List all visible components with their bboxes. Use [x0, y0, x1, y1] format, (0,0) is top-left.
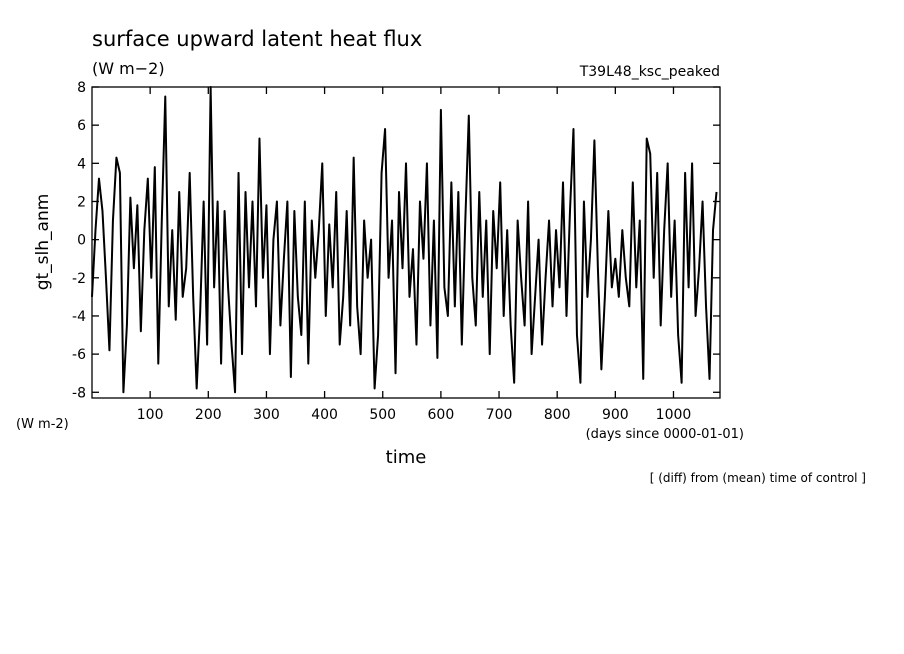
plot-frame — [91, 86, 721, 399]
y-tick-label: 8 — [77, 80, 86, 96]
data-line — [91, 86, 718, 394]
x-units-label: (days since 0000-01-01) — [586, 427, 744, 442]
x-tick-label: 700 — [486, 407, 513, 423]
x-tick-label: 600 — [428, 407, 455, 423]
note: [ (diff) from (mean) time of control ] — [650, 471, 866, 485]
y-tick-label: -2 — [72, 271, 86, 287]
y-tick-label: 2 — [77, 194, 86, 210]
x-tick-label: 500 — [369, 407, 396, 423]
x-axis-label: time — [386, 447, 427, 468]
y-axis-label: gt_slh_anm — [33, 194, 53, 291]
y-tick-label: -4 — [72, 309, 86, 325]
x-tick-label: 300 — [253, 407, 280, 423]
x-tick-label: 900 — [602, 407, 629, 423]
y-tick-label: 4 — [77, 156, 86, 172]
run-label: T39L48_ksc_peaked — [579, 64, 720, 80]
y-tick-label: 6 — [77, 118, 86, 134]
x-tick-label: 800 — [544, 407, 571, 423]
units-label: (W m-2) — [16, 417, 69, 432]
x-tick-label: 200 — [195, 407, 222, 423]
x-tick-label: 1000 — [656, 407, 692, 423]
y-tick-label: -6 — [72, 347, 86, 363]
y-tick-label: 0 — [77, 233, 86, 249]
y-tick-label: -8 — [72, 385, 86, 401]
chart-title: surface upward latent heat flux — [92, 27, 422, 51]
x-tick-label: 400 — [311, 407, 338, 423]
x-tick-label: 100 — [137, 407, 164, 423]
units-label: (W m−2) — [92, 59, 165, 78]
